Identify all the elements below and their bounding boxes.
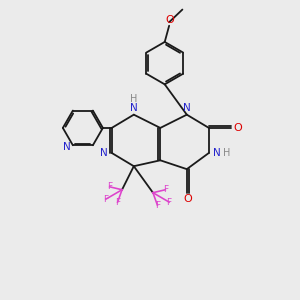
- Text: N: N: [183, 103, 191, 113]
- Text: F: F: [163, 185, 168, 194]
- Text: N: N: [130, 103, 138, 113]
- Text: O: O: [165, 15, 174, 25]
- Text: F: F: [155, 201, 160, 210]
- Text: O: O: [183, 194, 192, 204]
- Text: F: F: [107, 182, 112, 191]
- Text: N: N: [62, 142, 70, 152]
- Text: F: F: [115, 198, 120, 207]
- Text: N: N: [213, 148, 221, 158]
- Text: O: O: [233, 123, 242, 133]
- Text: F: F: [167, 198, 172, 207]
- Text: H: H: [224, 148, 231, 158]
- Text: N: N: [100, 148, 107, 158]
- Text: F: F: [103, 195, 108, 204]
- Text: H: H: [130, 94, 137, 104]
